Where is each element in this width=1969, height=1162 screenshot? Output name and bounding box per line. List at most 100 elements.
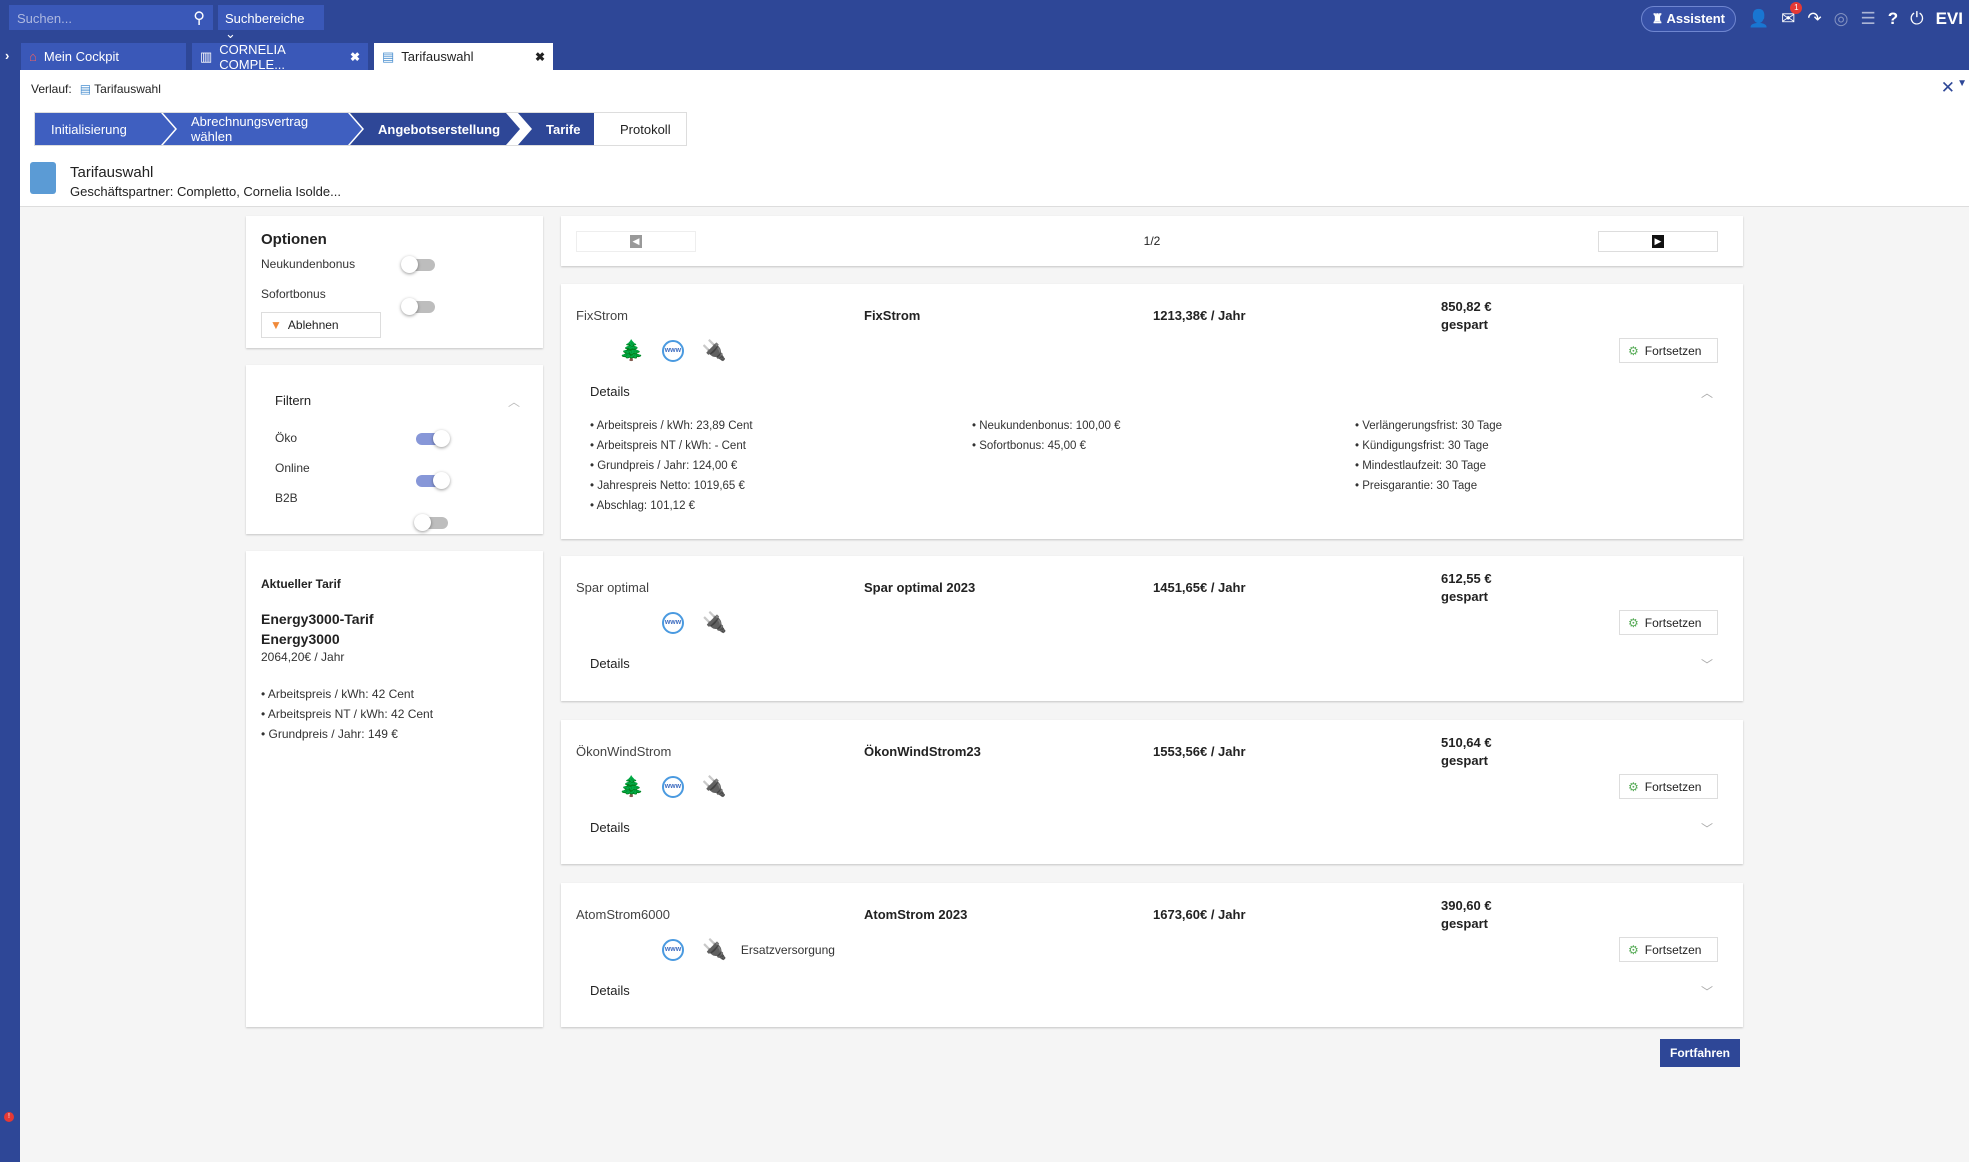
filter-panel: Filtern ︿ Öko Online B2B: [246, 365, 543, 534]
chevron-down-icon[interactable]: ﹀: [1700, 658, 1713, 672]
power-icon[interactable]: ⏻: [1910, 9, 1924, 28]
chevron-down-icon[interactable]: ﹀: [1700, 985, 1713, 999]
redo-icon[interactable]: ↷: [1807, 9, 1822, 28]
tariff-icons: www 🔌: [619, 610, 727, 635]
www-icon: www: [661, 339, 684, 362]
history-item[interactable]: ▤ Tarifauswahl: [80, 82, 161, 96]
details-toggle[interactable]: Details: [590, 384, 630, 399]
proceed-label: Fortfahren: [1670, 1046, 1730, 1060]
product-name: AtomStrom 2023: [864, 907, 968, 922]
search-input[interactable]: Suchen... ⚲: [9, 5, 213, 30]
search-scope-dropdown[interactable]: Suchbereiche ⌄: [218, 5, 324, 41]
chevron-left-icon: ◀: [629, 235, 643, 248]
plug-icon: 🔌: [701, 340, 727, 362]
tab-cornelia[interactable]: ▥ CORNELIA COMPLE... ✖: [192, 41, 368, 72]
inbox-badge: 1: [1790, 2, 1803, 14]
pager: ◀ 1/2 ▶: [561, 216, 1743, 266]
details-toggle[interactable]: Details: [590, 656, 630, 671]
assistant-label: Assistent: [1666, 11, 1725, 26]
tab-tarifauswahl[interactable]: ▤ Tarifauswahl ✖: [374, 43, 553, 70]
continue-button[interactable]: ⚙ Fortsetzen: [1619, 937, 1718, 962]
tariff-price: 1451,65€ / Jahr: [1153, 580, 1246, 595]
current-tariff-title: Aktueller Tarif: [261, 577, 341, 591]
tariff-price: 1213,38€ / Jahr: [1153, 308, 1246, 323]
home-icon: ⌂: [29, 49, 37, 64]
lighthouse-icon: ♜: [1651, 11, 1664, 26]
continue-label: Fortsetzen: [1644, 343, 1702, 358]
savings: 612,55 € gespart: [1441, 570, 1492, 606]
tariff-card: ÖkonWindStrom ÖkonWindStrom23 1553,56€ / J…: [561, 720, 1743, 864]
thumbs-down-icon: ▼: [270, 318, 282, 332]
tab-label: CORNELIA COMPLE...: [219, 41, 286, 72]
search-icon[interactable]: ⚲: [193, 10, 205, 27]
step-protokoll[interactable]: Protokoll: [594, 113, 686, 145]
chevron-down-icon[interactable]: ﹀: [1700, 822, 1713, 836]
neukundenbonus-label: Neukundenbonus: [261, 257, 356, 271]
help-icon[interactable]: ?: [1887, 9, 1899, 28]
close-tab-icon[interactable]: ✖: [534, 49, 545, 64]
chevron-up-icon[interactable]: ︿: [1700, 386, 1713, 400]
step-tarife[interactable]: Tarife: [518, 113, 608, 145]
chevron-right-icon: ▶: [1651, 235, 1665, 248]
continue-button[interactable]: ⚙ Fortsetzen: [1619, 338, 1718, 363]
chevron-up-icon[interactable]: ︿: [508, 395, 521, 409]
savings: 390,60 € gespart: [1441, 897, 1492, 933]
options-panel: Optionen Neukundenbonus Sofortbonus ▼ Abl…: [246, 216, 543, 348]
process-steps: Initialisierung Abrechnungsvertrag wähle…: [34, 112, 687, 146]
step-initialisierung[interactable]: Initialisierung: [35, 113, 175, 145]
proceed-button[interactable]: Fortfahren: [1660, 1039, 1740, 1067]
savings-label: gespart: [1441, 916, 1488, 931]
step-label: Tarife: [546, 121, 581, 137]
dropdown-arrow-icon[interactable]: ▼: [1957, 78, 1967, 89]
details-toggle[interactable]: Details: [590, 983, 630, 998]
database-icon[interactable]: ☰: [1860, 9, 1876, 28]
main-content: Verlauf: ▤ Tarifauswahl ✕ ▼ Initialisier…: [20, 70, 1969, 1162]
detail-item: • Mindestlaufzeit: 30 Tage: [1355, 460, 1487, 472]
neukundenbonus-toggle[interactable]: [401, 256, 435, 273]
user-icon[interactable]: 👤: [1747, 9, 1770, 28]
online-toggle[interactable]: [416, 472, 450, 489]
current-tariff-details: • Arbeitspreis / kWh: 42 Cent • Arbeitsp…: [261, 684, 433, 744]
continue-button[interactable]: ⚙ Fortsetzen: [1619, 774, 1718, 799]
step-angebotserstellung[interactable]: Angebotserstellung: [350, 113, 520, 145]
savings-amount: 390,60 €: [1441, 898, 1492, 913]
step-abrechnungsvertrag[interactable]: Abrechnungsvertrag wählen: [163, 113, 362, 145]
detail-item: • Preisgarantie: 30 Tage: [1355, 480, 1478, 492]
tariff-name: ÖkonWindStrom: [576, 744, 672, 759]
current-tariff-panel: Aktueller Tarif Energy3000-Tarif Energy30…: [246, 551, 543, 1027]
oeko-toggle[interactable]: [416, 430, 450, 447]
detail-item: • Arbeitspreis NT / kWh: 42 Cent: [261, 707, 434, 721]
search-scope-label: Suchbereiche: [225, 11, 305, 26]
savings: 510,64 € gespart: [1441, 734, 1492, 770]
tab-mein-cockpit[interactable]: ⌂ Mein Cockpit: [21, 43, 186, 70]
savings-amount: 510,64 €: [1441, 735, 1492, 750]
reject-label: Ablehnen: [287, 318, 339, 332]
product-name: Spar optimal 2023: [864, 580, 976, 595]
prev-page-button[interactable]: ◀: [576, 231, 696, 252]
details-toggle[interactable]: Details: [590, 820, 630, 835]
close-tab-icon[interactable]: ✖: [349, 49, 360, 64]
assistant-button[interactable]: ♜ Assistent: [1640, 6, 1736, 32]
gear-play-icon: ⚙: [1628, 779, 1639, 794]
current-tariff-name1: Energy3000-Tarif: [261, 611, 374, 627]
globe-icon[interactable]: ◎: [1833, 9, 1849, 28]
oeko-label: Öko: [275, 431, 298, 445]
next-page-button[interactable]: ▶: [1598, 231, 1718, 252]
expand-sidebar-icon[interactable]: ›: [5, 48, 10, 63]
tariff-icons: 🌲 www 🔌: [619, 774, 727, 799]
close-icon[interactable]: ✕: [1940, 78, 1955, 97]
tariff-name: FixStrom: [576, 308, 628, 323]
inbox-icon[interactable]: ✉ 1: [1781, 2, 1803, 29]
sofortbonus-toggle[interactable]: [401, 298, 435, 315]
savings-amount: 612,55 €: [1441, 571, 1492, 586]
history: Verlauf: ▤ Tarifauswahl: [31, 82, 161, 96]
tariff-icons: 🌲 www 🔌: [619, 338, 727, 363]
reject-button[interactable]: ▼ Ablehnen: [261, 312, 381, 338]
notification-dot[interactable]: !: [4, 1112, 14, 1122]
tariff-card: AtomStrom6000 AtomStrom 2023 1673,60€ / Ja…: [561, 883, 1743, 1027]
b2b-toggle[interactable]: [414, 514, 448, 531]
tariff-price: 1673,60€ / Jahr: [1153, 907, 1246, 922]
online-label: Online: [275, 461, 310, 475]
www-icon: www: [662, 938, 684, 961]
continue-button[interactable]: ⚙ Fortsetzen: [1619, 610, 1718, 635]
